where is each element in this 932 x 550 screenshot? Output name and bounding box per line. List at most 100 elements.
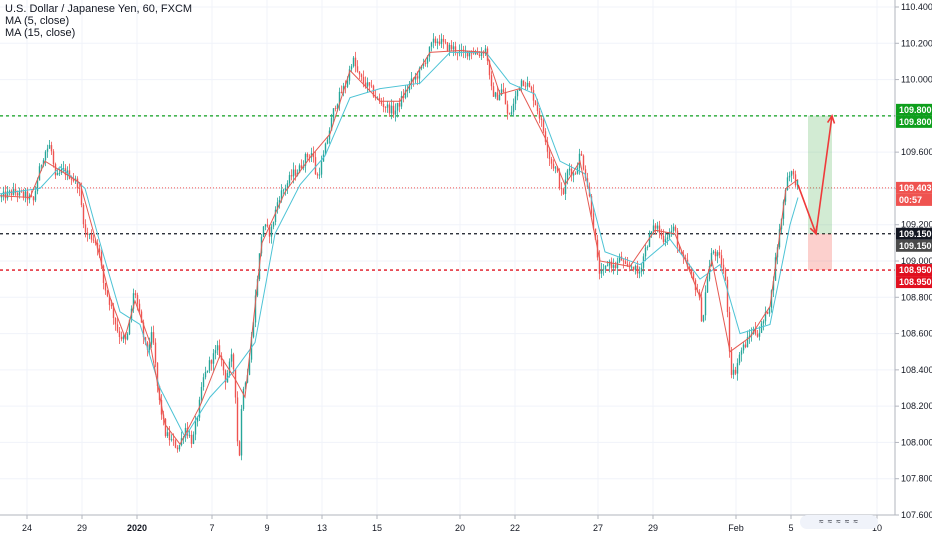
candle-body: [654, 225, 657, 229]
candle-body: [594, 228, 597, 240]
candle-body: [110, 304, 113, 307]
candle-body: [42, 160, 45, 166]
candle-body: [608, 261, 611, 266]
candle-body: [712, 251, 715, 253]
candle-body: [150, 332, 153, 345]
candle-body: [124, 336, 127, 340]
candle-body: [8, 190, 11, 192]
candle-body: [614, 265, 617, 269]
horizontal-levels[interactable]: [0, 115, 895, 271]
candle-body: [624, 261, 627, 264]
candle-body: [26, 191, 29, 200]
candle-body: [724, 270, 727, 280]
candle-body: [424, 63, 427, 64]
candle-body: [692, 273, 695, 281]
candle-body: [134, 293, 137, 296]
candle-body: [568, 168, 571, 171]
y-tick-label: 109.600: [901, 147, 932, 157]
loss-zone[interactable]: [808, 233, 832, 271]
profit-zone[interactable]: [808, 115, 832, 234]
candle-body: [574, 173, 577, 175]
candle-body: [706, 279, 709, 293]
candle-body: [70, 178, 73, 180]
candle-body: [644, 247, 647, 257]
y-axis[interactable]: 107.600 107.800 108.000 108.200 108.400 108.6…: [894, 0, 932, 520]
candle-body: [786, 177, 789, 190]
candle-body: [550, 158, 553, 164]
candle-body: [592, 213, 595, 229]
price-tag-text: 109.403: [899, 183, 932, 193]
y-tick-label: 108.400: [901, 365, 932, 375]
candle-body: [140, 311, 143, 323]
candle-body: [442, 38, 445, 42]
candle-body: [400, 96, 403, 107]
candle-body: [500, 89, 503, 95]
candle-body: [664, 239, 667, 243]
candle-body: [492, 86, 495, 97]
candle-body: [22, 191, 25, 197]
candle-body: [202, 377, 205, 387]
long-position-tool[interactable]: [808, 115, 832, 271]
candles: [0, 33, 799, 461]
candle-body: [766, 311, 769, 314]
candle-body: [716, 252, 719, 257]
candle-body: [476, 52, 479, 55]
candle-body: [634, 265, 637, 270]
arrow-head: [809, 225, 818, 236]
candle-body: [166, 432, 169, 437]
candle-body: [90, 234, 93, 240]
symbol-label[interactable]: U.S. Dollar / Japanese Yen, 60, FXCM: [5, 3, 193, 15]
candle-body: [426, 56, 429, 64]
candle-body: [384, 106, 387, 108]
candle-body: [762, 321, 765, 324]
x-tick-label: 20: [455, 523, 465, 533]
candle-body: [142, 322, 145, 338]
candle-body: [30, 195, 33, 197]
price-tag-text: 109.150: [899, 229, 932, 239]
candle-body: [474, 52, 477, 54]
candle-body: [350, 66, 353, 70]
candle-body: [670, 230, 673, 233]
ma5-label[interactable]: MA (5, close): [5, 15, 70, 27]
candle-body: [454, 46, 457, 52]
candle-body: [758, 332, 761, 337]
candle-body: [126, 334, 129, 340]
candle-body: [0, 195, 3, 198]
candle-body: [648, 233, 651, 247]
candle-body: [788, 175, 791, 178]
x-tick-label: 22: [510, 523, 520, 533]
candle-body: [218, 345, 221, 356]
candle-body: [490, 75, 493, 87]
candle-body: [284, 188, 287, 190]
candle-body: [170, 439, 173, 441]
candle-body: [16, 193, 19, 196]
projection-arrows[interactable]: [797, 114, 836, 236]
price-tag-text: 109.150: [899, 241, 932, 251]
y-tick-label: 110.400: [901, 2, 932, 12]
x-tick-label: 27: [593, 523, 603, 533]
candle-body: [684, 257, 687, 260]
candle-body: [330, 117, 333, 131]
candle-body: [104, 282, 107, 291]
candle-body: [24, 191, 27, 197]
ma15-label[interactable]: MA (15, close): [5, 27, 76, 39]
candle-body: [270, 226, 273, 237]
candle-body: [796, 179, 799, 186]
candle-body: [40, 165, 43, 167]
candle-body: [132, 293, 135, 309]
x-tick-label: Feb: [728, 523, 744, 533]
candle-body: [346, 80, 349, 87]
candle-body: [394, 110, 397, 115]
candle-body: [62, 168, 65, 170]
candle-body: [494, 92, 497, 97]
candle-body: [764, 311, 767, 322]
x-axis[interactable]: 24 29 2020 7 9 13 15 20 22 27 29 Feb 5 10: [0, 514, 895, 533]
candle-body: [354, 57, 357, 67]
candle-body: [294, 169, 297, 176]
candle-body: [88, 234, 91, 236]
y-tick-label: 107.600: [901, 510, 932, 520]
candle-body: [106, 290, 109, 297]
candle-body: [418, 68, 421, 79]
candle-body: [542, 119, 545, 132]
